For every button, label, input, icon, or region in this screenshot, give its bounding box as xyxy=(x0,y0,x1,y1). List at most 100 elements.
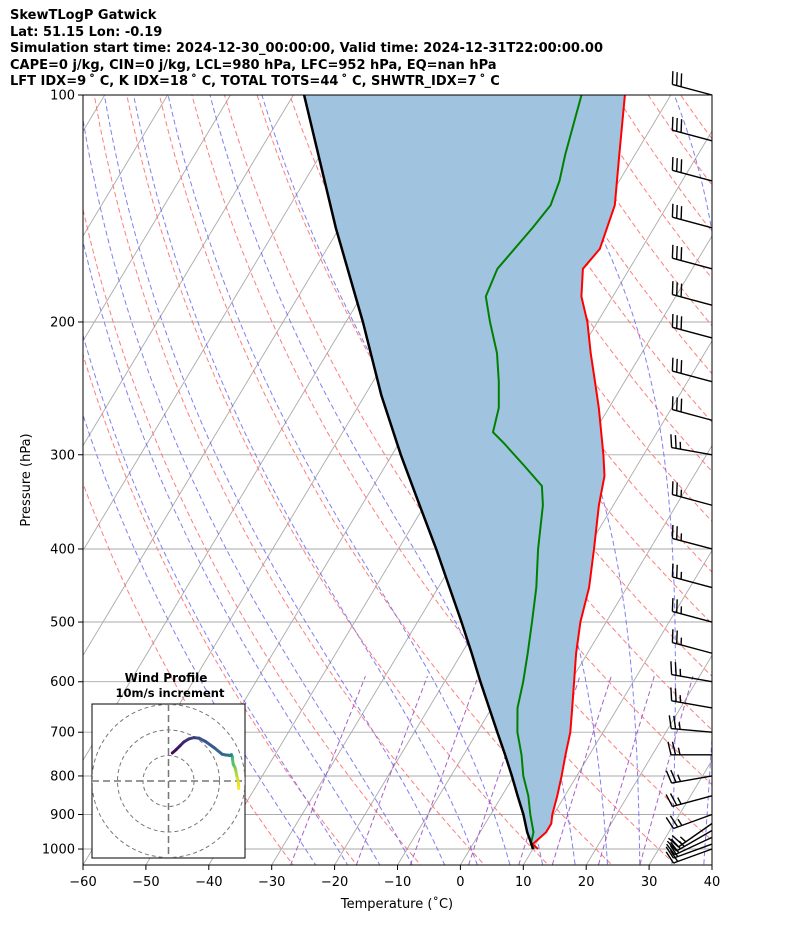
wind-barb-flag xyxy=(676,204,678,219)
wind-barb-flag xyxy=(671,71,674,85)
isotherm-line xyxy=(83,95,357,552)
wind-barb-flag xyxy=(677,747,681,755)
wind-barb-staff xyxy=(671,727,713,733)
wind-barb-flag xyxy=(671,203,674,218)
wind-barb-flag xyxy=(671,834,683,845)
wind-barb-flag xyxy=(679,836,687,843)
wind-barb-flag xyxy=(677,774,682,782)
header: SkewTLogP Gatwick Lat: 51.15 Lon: -0.19 … xyxy=(10,8,790,91)
wind-barb-flag xyxy=(669,845,679,857)
wind-barb-flag xyxy=(678,722,681,730)
wind-barb-flag xyxy=(671,563,674,577)
wind-barb-staff xyxy=(672,576,713,589)
x-tick-label: 10 xyxy=(515,875,532,890)
hodograph-segment xyxy=(170,748,178,755)
x-tick-label: −40 xyxy=(195,875,222,890)
wind-barb-flag xyxy=(680,283,683,297)
isotherm-line xyxy=(766,61,794,881)
wind-barb-flag xyxy=(668,715,672,729)
moist-adiabat-line xyxy=(83,333,349,865)
wind-barb-flag xyxy=(671,357,674,372)
wind-barb-flag xyxy=(670,434,673,448)
moist-adiabat-line xyxy=(103,95,446,865)
wind-barb-staff xyxy=(674,836,713,856)
dry-adiabat-line xyxy=(158,95,613,865)
wind-barb xyxy=(665,769,713,784)
plot-area xyxy=(82,61,794,881)
wind-barb-staff xyxy=(672,129,713,142)
wind-barb-flag xyxy=(671,629,674,643)
wind-barb xyxy=(671,313,713,339)
axes: −60 −50 −40 −30 −20 −10 0 10 20 30 40 1000 900 800 700… xyxy=(42,89,720,891)
dry-adiabat-line xyxy=(614,95,712,233)
wind-barb-flag xyxy=(676,564,678,579)
wind-barb-staff xyxy=(671,673,713,683)
wind-barb xyxy=(671,598,713,623)
x-tick-label: 0 xyxy=(456,875,464,890)
hodograph-segment xyxy=(212,746,224,756)
wind-barb-flag xyxy=(676,117,678,132)
wind-barb-flag xyxy=(680,360,683,374)
hodograph-inset: Wind Profile 10m/s increment xyxy=(91,671,246,859)
wind-barb-flag xyxy=(680,119,683,133)
wind-barb-flag xyxy=(680,247,683,261)
wind-barb-flag xyxy=(676,158,678,172)
wind-barb-flag xyxy=(671,281,674,295)
isotherm-line xyxy=(711,864,712,865)
wind-barb-staff xyxy=(672,537,713,550)
wind-barb xyxy=(671,116,713,142)
params-line: CAPE=0 j/kg, CIN=0 j/kg, LCL=980 hPa, LF… xyxy=(10,57,497,73)
dewpoint-line xyxy=(484,95,583,850)
wind-barb xyxy=(665,813,713,830)
wind-barb-flag xyxy=(676,315,678,329)
moist-adiabat-line xyxy=(83,413,317,865)
x-tick-label: −10 xyxy=(384,875,411,890)
wind-barb-flag xyxy=(669,815,679,828)
wind-barb-staff xyxy=(672,216,713,229)
wind-barb-flag xyxy=(680,316,683,330)
y-tick-label: 100 xyxy=(50,89,75,104)
dry-adiabat-line xyxy=(721,61,794,881)
times-line: Simulation start time: 2024-12-30_00:00:… xyxy=(10,41,603,56)
wind-barb-flag xyxy=(674,688,677,702)
hodograph-ring xyxy=(92,704,245,858)
wind-barb xyxy=(671,203,713,229)
wind-barb-flag xyxy=(670,661,673,675)
temperature-line xyxy=(531,95,626,850)
wind-barb-staff xyxy=(672,326,713,339)
wind-barb-staff xyxy=(677,822,713,848)
x-axis-label: Temperature (˚C) xyxy=(340,896,453,912)
isotherm-line xyxy=(396,339,712,865)
dry-adiabat-line xyxy=(83,207,422,865)
isotherm-line xyxy=(83,95,232,342)
wind-barb xyxy=(671,629,713,654)
y-tick-label: 1000 xyxy=(42,843,75,858)
wind-barb xyxy=(668,822,713,848)
wind-barb-flag xyxy=(665,846,675,859)
wind-barb-flag xyxy=(676,599,678,613)
mixing-ratio-line xyxy=(355,676,428,865)
wind-barb xyxy=(665,843,713,859)
wind-barb-flag xyxy=(677,797,682,805)
indices-line: LFT IDX=9 ˚ C, K IDX=18 ˚ C, TOTAL TOTS=… xyxy=(10,74,500,89)
wind-barb-flag xyxy=(665,770,673,784)
wind-barb-flag xyxy=(676,526,678,540)
moist-adiabat-line xyxy=(530,95,676,865)
wind-barb-staff xyxy=(671,775,713,784)
wind-barb xyxy=(671,396,713,421)
chart-title: SkewTLogP Gatwick xyxy=(10,8,157,23)
hodograph-segment xyxy=(204,740,216,750)
wind-barb xyxy=(670,687,713,709)
hodograph-ring xyxy=(117,729,220,833)
wind-barb xyxy=(671,524,713,550)
x-tick-label: −60 xyxy=(69,875,96,890)
dry-adiabat-line xyxy=(689,61,794,881)
y-tick-label: 200 xyxy=(50,315,75,330)
wind-barb-flag xyxy=(676,358,678,373)
wind-barb-flag xyxy=(671,156,674,171)
wind-barb xyxy=(671,481,713,506)
wind-barb xyxy=(667,741,713,756)
moist-adiabat-line xyxy=(83,116,413,865)
wind-barb-flag xyxy=(666,840,678,852)
